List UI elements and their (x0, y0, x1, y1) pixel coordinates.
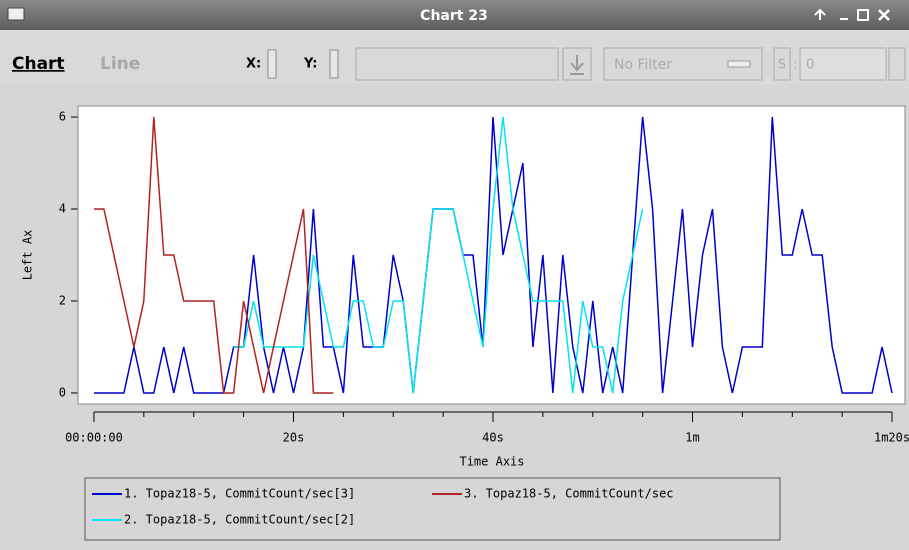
y-tick-label: 4 (59, 202, 66, 216)
x-tick-label: 1m20s (874, 431, 909, 445)
close-button[interactable] (878, 9, 890, 21)
x-tick-label: 00:00:00 (65, 431, 123, 445)
filter-text: No Filter (614, 57, 672, 73)
plot: 0 2 4 6 00:00:00 20s 40s 1m 1m20s (59, 110, 909, 445)
s-button[interactable] (773, 47, 791, 81)
legend-label: 1. Topaz18-5, CommitCount/sec[3] (124, 487, 355, 501)
x-tick-label: 1m (685, 431, 699, 445)
y-tick-label: 0 (59, 385, 66, 399)
download-icon (570, 55, 584, 75)
plot-border (77, 105, 906, 405)
legend-label: 3. Topaz18-5, CommitCount/sec (464, 487, 674, 501)
spin-separator: : (793, 58, 797, 73)
series-line (233, 116, 644, 394)
spin-buttons[interactable] (888, 47, 906, 81)
minimize-button[interactable] (840, 18, 848, 20)
y-axis-title: Left Ax (21, 230, 35, 281)
spin-value: 0 (806, 58, 814, 73)
x-tick-label: 20s (283, 431, 305, 445)
legend-label: 2. Topaz18-5, CommitCount/sec[2] (124, 513, 355, 527)
line-tab[interactable]: Line (100, 54, 140, 74)
title-bar (0, 0, 909, 30)
x-field[interactable] (267, 49, 277, 79)
window-controls (814, 8, 890, 21)
s-button-text: S (778, 58, 786, 73)
filter-indicator (727, 60, 751, 68)
x-tick-label: 40s (482, 431, 504, 445)
x-field-label: X: (246, 57, 261, 72)
series-line (94, 116, 893, 394)
series-line (94, 116, 334, 394)
pin-button[interactable] (814, 8, 826, 20)
legend-entries: 1. Topaz18-5, CommitCount/sec[3] 2. Topaz… (92, 487, 674, 527)
x-axis-title: Time Axis (459, 455, 524, 469)
window-title: Chart 23 (420, 8, 488, 24)
y-field-label: Y: (303, 57, 317, 72)
window-icon[interactable] (7, 7, 25, 21)
y-field[interactable] (329, 49, 339, 79)
combo-box[interactable] (355, 47, 559, 81)
chart-tab[interactable]: Chart (12, 54, 65, 74)
y-tick-label: 2 (59, 293, 66, 307)
y-tick-label: 6 (59, 110, 66, 124)
maximize-button[interactable] (857, 9, 869, 21)
spin-field[interactable] (799, 47, 887, 81)
legend (84, 477, 781, 541)
